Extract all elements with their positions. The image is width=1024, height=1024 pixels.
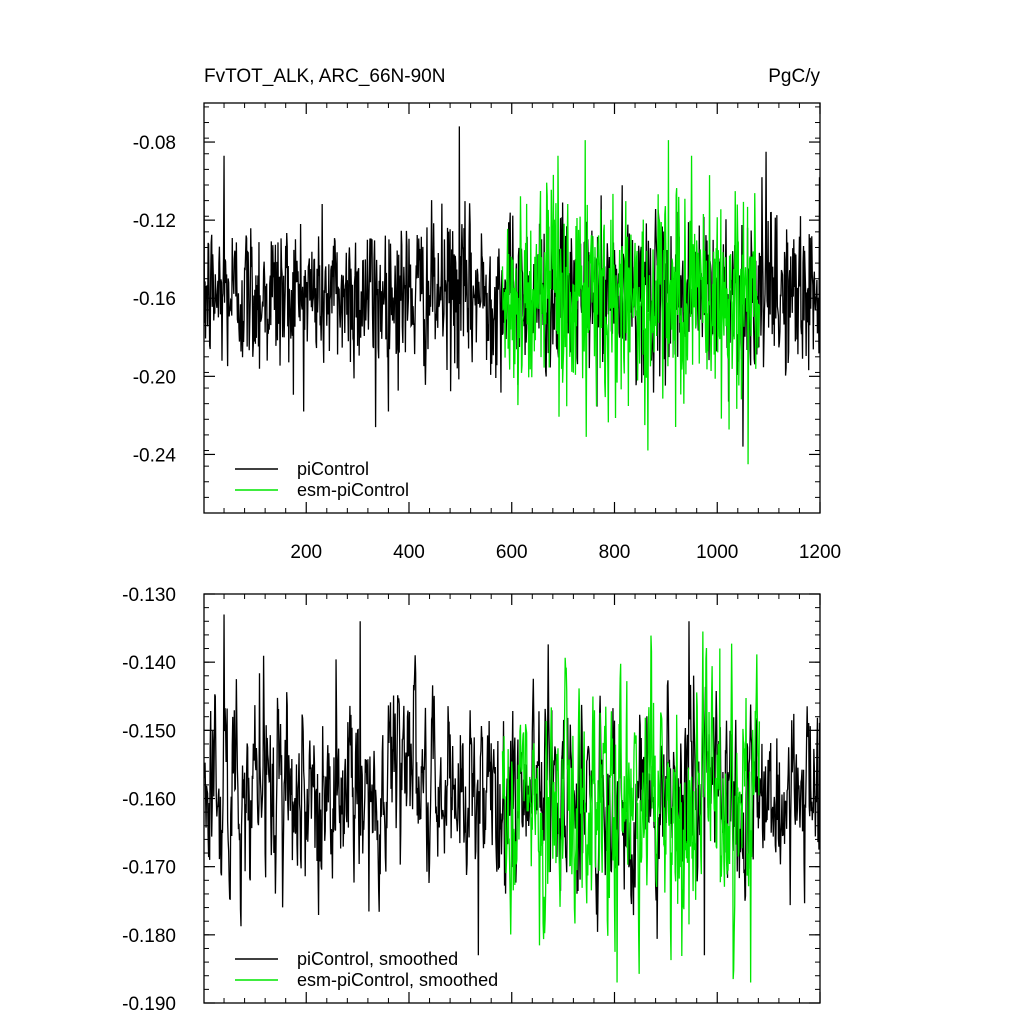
chart-title: FvTOT_ALK, ARC_66N-90N bbox=[204, 66, 445, 87]
y-tick-label: -0.24 bbox=[133, 445, 177, 466]
x-tick-label: 1200 bbox=[799, 542, 841, 563]
y-tick-label: -0.150 bbox=[122, 721, 176, 742]
series-line-esm-picontrol bbox=[501, 140, 761, 465]
x-tick-label: 600 bbox=[496, 542, 528, 563]
x-tick-label: 400 bbox=[393, 542, 425, 563]
units-label: PgC/y bbox=[768, 66, 820, 87]
x-tick-label: 800 bbox=[599, 542, 631, 563]
y-tick-label: -0.160 bbox=[122, 790, 176, 811]
legend-label: piControl, smoothed bbox=[297, 949, 458, 969]
legend-label: esm-piControl bbox=[297, 480, 409, 500]
y-tick-label: -0.170 bbox=[122, 858, 176, 879]
y-tick-label: -0.16 bbox=[133, 289, 176, 310]
legend-label: piControl bbox=[297, 459, 369, 479]
bottom-panel: -0.190 -0.180 -0.170 -0.160 -0.150 -0.140 -0.1… bbox=[122, 585, 821, 1015]
y-tick-label: -0.20 bbox=[133, 367, 176, 388]
y-tick-label: -0.190 bbox=[122, 994, 176, 1015]
legend-label: esm-piControl, smoothed bbox=[297, 970, 498, 990]
x-tick-label: 200 bbox=[290, 542, 322, 563]
top-panel: 200 400 600 800 1000 1200 -0.24 -0.20 -0.16 -0.12… bbox=[133, 102, 841, 563]
y-tick-label: -0.140 bbox=[122, 653, 176, 674]
x-tick-label: 1000 bbox=[696, 542, 738, 563]
y-tick-label: -0.12 bbox=[133, 211, 176, 232]
y-tick-label: -0.130 bbox=[122, 585, 176, 606]
series-line-esm-picontrol-smoothed bbox=[501, 631, 761, 983]
y-tick-label: -0.180 bbox=[122, 926, 176, 947]
y-tick-label: -0.08 bbox=[133, 133, 176, 154]
